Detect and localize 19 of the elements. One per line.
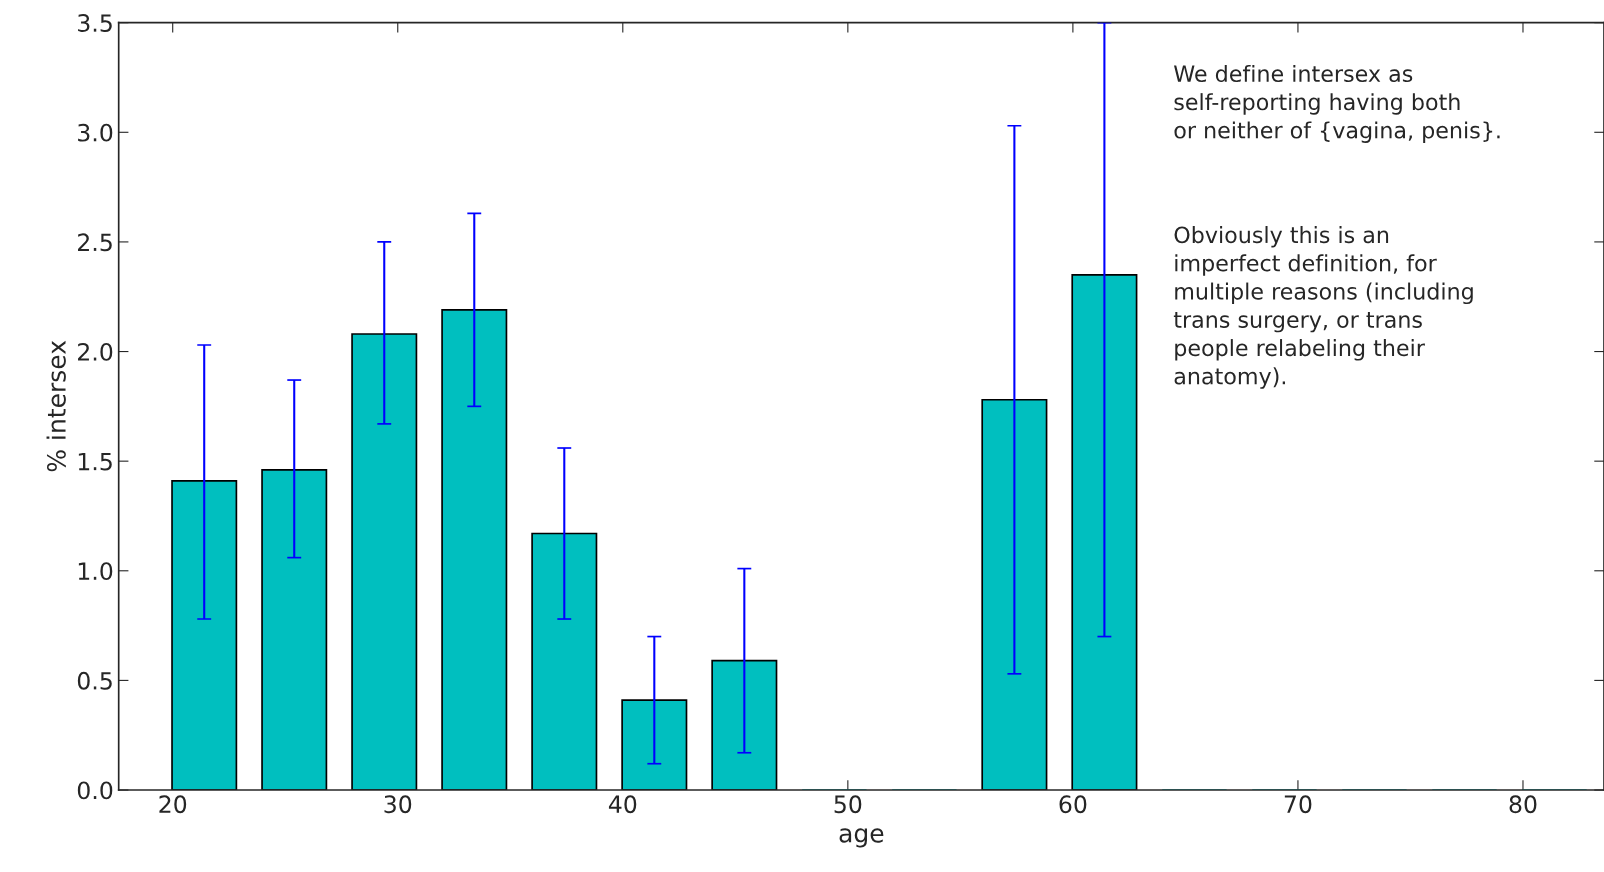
- y-tick-label: 2.0: [78, 342, 113, 361]
- x-tick-label: 30: [384, 795, 412, 814]
- x-tick-label: 80: [1509, 795, 1537, 814]
- annotation: We define intersex as self-reporting having both or neither of {vagina, penis}.: [1174, 64, 1500, 143]
- x-tick-label: 20: [159, 795, 187, 814]
- x-tick-label: 50: [834, 795, 862, 814]
- x-tick-label: 40: [608, 795, 637, 814]
- y-tick-label: 1.5: [78, 452, 112, 471]
- x-tick-label: 70: [1284, 795, 1312, 814]
- y-tick-label: 2.5: [78, 233, 112, 252]
- y-tick-label: 3.5: [78, 14, 112, 32]
- annotation: Obviously this is an imperfect definition, for multiple reasons (including trans surgery, or trans people relabeling their anatomy).: [1173, 226, 1473, 389]
- x-axis-title: age: [839, 828, 884, 848]
- y-tick-label: 0.5: [77, 671, 112, 690]
- y-tick-label: 1.0: [78, 562, 113, 581]
- y-tick-label: 3.0: [78, 123, 113, 142]
- y-axis-title: % intersex: [46, 340, 66, 472]
- y-tick-label: 0.0: [77, 781, 113, 800]
- x-tick-label: 60: [1059, 795, 1087, 814]
